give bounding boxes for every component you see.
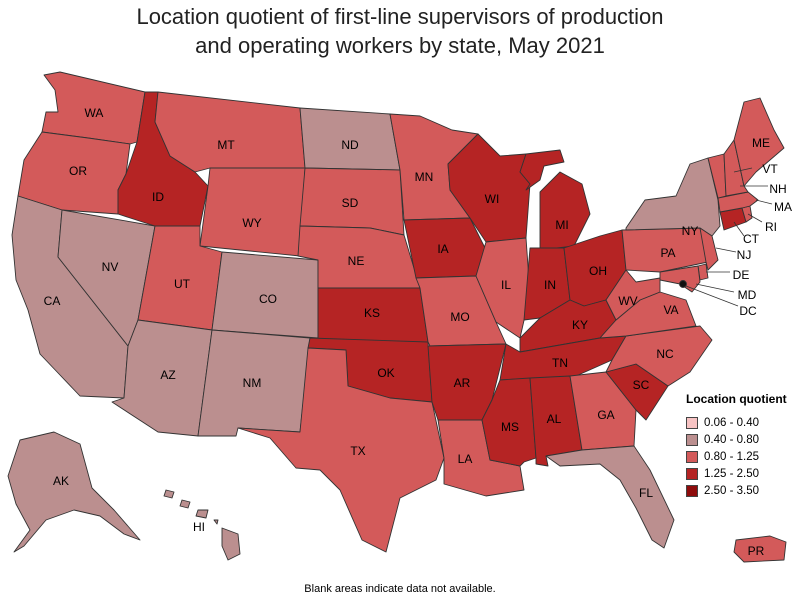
state-label-WY: WY [242, 216, 261, 230]
legend-item: 0.40 - 0.80 [686, 431, 796, 448]
legend-label: 2.50 - 3.50 [704, 484, 759, 497]
legend-item: 2.50 - 3.50 [686, 482, 796, 499]
state-HI[interactable] [163, 489, 241, 561]
legend-label: 0.06 - 0.40 [704, 416, 759, 429]
legend-swatch [686, 450, 698, 463]
legend-label: 0.80 - 1.25 [704, 450, 759, 463]
legend-label: 0.40 - 0.80 [704, 433, 759, 446]
state-label-KY: KY [572, 318, 588, 332]
state-label-OK: OK [377, 366, 394, 380]
state-label-GA: GA [597, 408, 614, 422]
legend-swatch [686, 467, 698, 480]
legend-item: 1.25 - 2.50 [686, 465, 796, 482]
state-label-ND: ND [341, 138, 359, 152]
state-label-DC: DC [739, 304, 757, 318]
chart-title: Location quotient of first-line supervis… [0, 2, 800, 60]
state-label-DE: DE [733, 268, 750, 282]
state-label-FL: FL [639, 486, 653, 500]
legend-swatch [686, 433, 698, 446]
state-label-TN: TN [552, 356, 568, 370]
state-label-NH: NH [769, 182, 786, 196]
state-TX[interactable] [237, 347, 445, 553]
state-label-MT: MT [217, 138, 235, 152]
state-label-RI: RI [765, 220, 777, 234]
state-label-WI: WI [485, 192, 500, 206]
legend-label: 1.25 - 2.50 [704, 467, 759, 480]
legend-item: 0.06 - 0.40 [686, 414, 796, 431]
title-line-2: and operating workers by state, May 2021 [195, 33, 605, 58]
state-NJ[interactable] [699, 227, 719, 271]
state-NH[interactable] [723, 139, 749, 197]
state-label-AK: AK [53, 474, 69, 488]
state-label-CA: CA [44, 294, 61, 308]
title-line-1: Location quotient of first-line supervis… [136, 4, 664, 29]
legend-swatch [686, 484, 698, 497]
state-label-CT: CT [743, 232, 760, 246]
state-WY[interactable] [199, 167, 306, 257]
legend-item: 0.80 - 1.25 [686, 448, 796, 465]
state-label-MO: MO [450, 310, 469, 324]
state-label-SD: SD [342, 196, 359, 210]
state-label-NY: NY [682, 224, 699, 238]
legend: Location quotient 0.06 - 0.40 0.40 - 0.8… [686, 392, 796, 499]
state-AK[interactable] [7, 431, 141, 553]
state-label-OR: OR [69, 164, 87, 178]
state-label-OH: OH [589, 264, 607, 278]
state-WV[interactable] [605, 269, 661, 321]
state-label-PA: PA [660, 246, 675, 260]
state-label-VA: VA [663, 303, 678, 317]
state-PR[interactable] [733, 535, 787, 563]
state-label-MA: MA [774, 200, 792, 214]
state-label-NE: NE [348, 254, 365, 268]
state-MD[interactable] [659, 265, 701, 293]
state-label-IN: IN [544, 278, 556, 292]
state-label-TX: TX [350, 444, 365, 458]
footnote: Blank areas indicate data not available. [304, 583, 496, 595]
state-label-MI: MI [555, 218, 568, 232]
state-label-IL: IL [501, 278, 511, 292]
leader-lines [685, 167, 773, 307]
state-label-KS: KS [364, 306, 380, 320]
state-label-AL: AL [547, 412, 562, 426]
state-label-VT: VT [762, 162, 778, 176]
state-label-LA: LA [458, 452, 473, 466]
state-label-IA: IA [437, 242, 448, 256]
state-label-NM: NM [243, 376, 262, 390]
state-label-ME: ME [752, 136, 770, 150]
state-NY[interactable] [625, 157, 721, 237]
state-label-NV: NV [102, 260, 119, 274]
state-label-CO: CO [259, 292, 277, 306]
state-label-UT: UT [174, 277, 191, 291]
state-label-NJ: NJ [737, 248, 752, 262]
state-label-SC: SC [633, 378, 650, 392]
state-GA[interactable] [569, 371, 637, 451]
state-ME[interactable] [733, 97, 785, 187]
state-label-ID: ID [152, 190, 164, 204]
state-label-WV: WV [618, 294, 637, 308]
state-label-MN: MN [415, 170, 434, 184]
state-DC[interactable] [679, 280, 687, 288]
legend-title: Location quotient [686, 392, 787, 406]
state-label-PR: PR [748, 544, 765, 558]
state-label-MD: MD [738, 288, 757, 302]
state-label-WA: WA [85, 106, 104, 120]
state-label-HI: HI [193, 520, 205, 534]
state-FL[interactable] [545, 445, 675, 549]
state-label-AZ: AZ [160, 368, 175, 382]
state-label-AR: AR [454, 376, 471, 390]
legend-swatch [686, 416, 698, 429]
state-label-NC: NC [656, 347, 674, 361]
state-MT[interactable] [154, 91, 306, 173]
state-MI[interactable] [519, 149, 591, 251]
state-label-MS: MS [501, 420, 519, 434]
